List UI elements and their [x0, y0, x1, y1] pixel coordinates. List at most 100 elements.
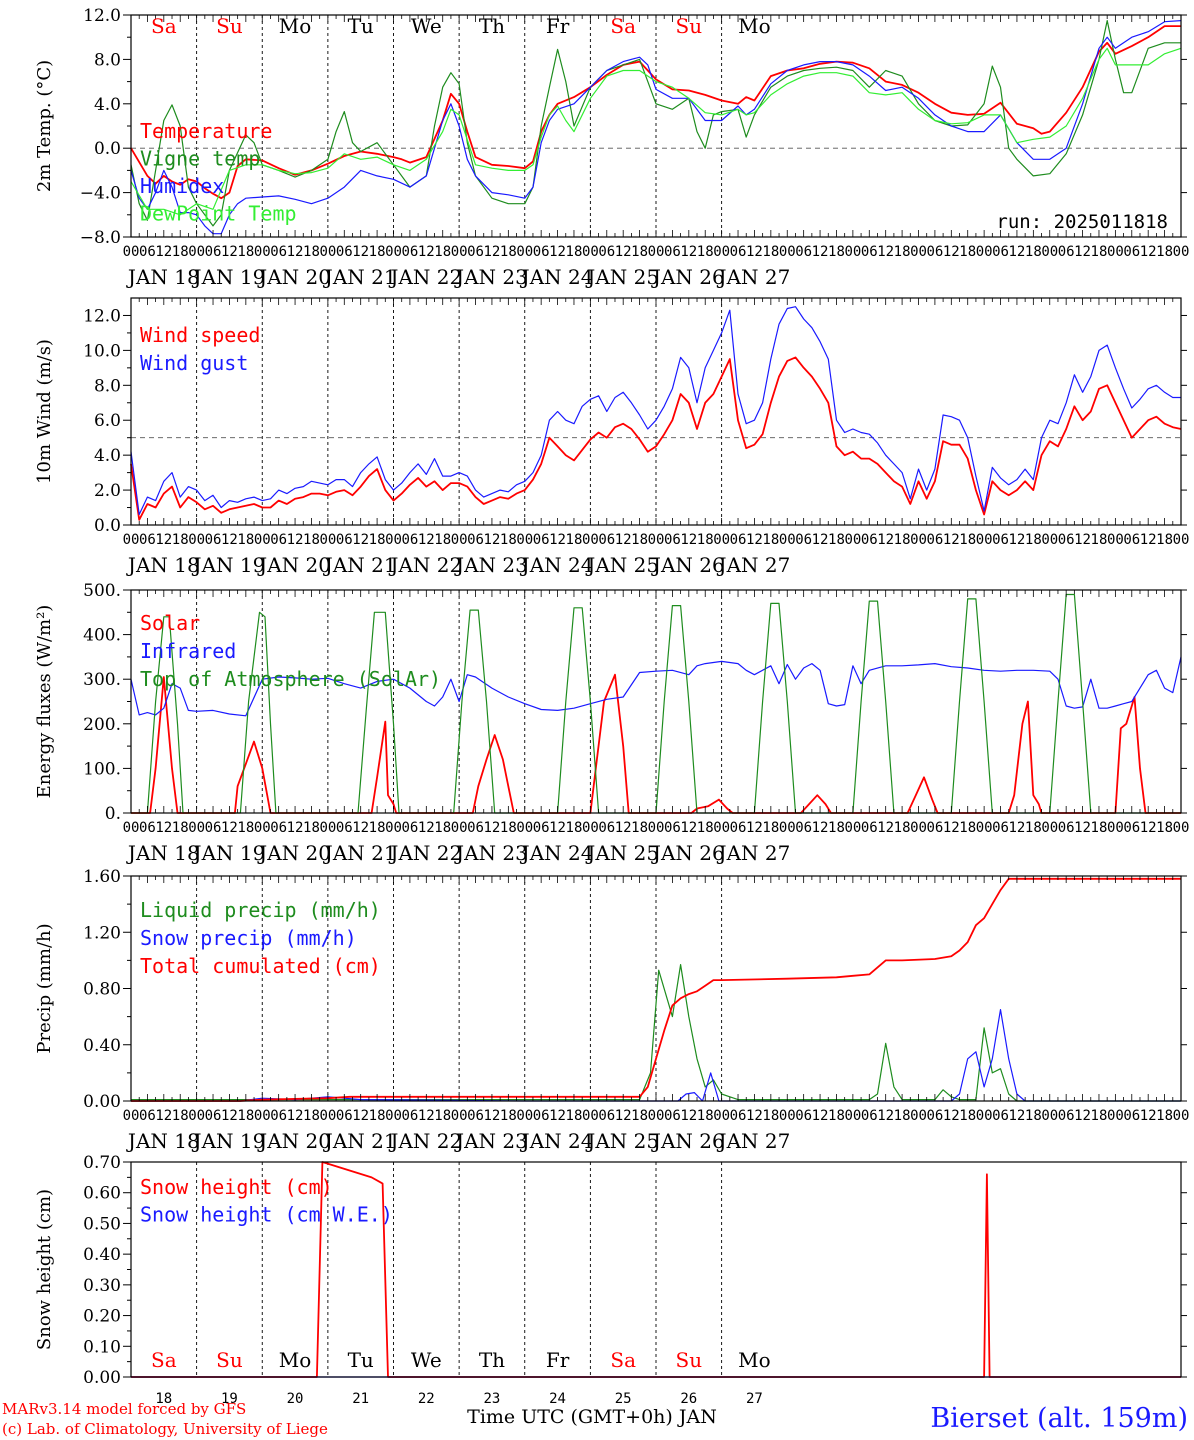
- hour-tick-label: 18: [959, 244, 976, 260]
- weekday-label-top: Su: [216, 14, 243, 38]
- y-tick-label: 500.: [83, 581, 121, 601]
- hour-tick-label: 06: [1123, 1108, 1140, 1124]
- hour-tick-label: 12: [615, 532, 632, 548]
- hour-tick-label: 12: [418, 1108, 435, 1124]
- weekday-label-bottom: Tu: [348, 1348, 374, 1372]
- hour-tick-label: 00: [1173, 820, 1190, 836]
- hour-tick-label: 00: [1107, 1108, 1124, 1124]
- date-label: JAN 21: [323, 841, 397, 865]
- hour-tick-label: 12: [680, 820, 697, 836]
- hour-tick-label: 18: [1091, 532, 1108, 548]
- energy-panel: 0. 100. 200. 300. 400. 500. Energy fluxes (W/m…: [34, 581, 1189, 865]
- hour-tick-label: 18: [894, 1108, 911, 1124]
- hour-tick-label: 06: [926, 532, 943, 548]
- hour-tick-label: 12: [746, 820, 763, 836]
- hour-tick-label: 18: [369, 244, 386, 260]
- hour-tick-label: 12: [877, 244, 894, 260]
- date-label: JAN 20: [257, 1129, 331, 1153]
- date-label: JAN 22: [388, 265, 462, 289]
- weekday-label-bottom: Su: [216, 1348, 243, 1372]
- hour-tick-label: 18: [434, 532, 451, 548]
- hour-tick-label: 12: [352, 820, 369, 836]
- hour-tick-label: 18: [500, 244, 517, 260]
- hour-tick-label: 06: [861, 1108, 878, 1124]
- y-tick-label: 100.: [83, 759, 121, 779]
- hour-tick-label: 12: [221, 244, 238, 260]
- y-tick-label: 0.0: [94, 516, 121, 536]
- hour-tick-label: 00: [713, 1108, 730, 1124]
- y-tick-label: 0.20: [83, 1307, 121, 1327]
- hour-tick-label: 12: [877, 532, 894, 548]
- hour-tick-label: 06: [533, 1108, 550, 1124]
- hour-tick-label: 18: [828, 532, 845, 548]
- hour-tick-label: 06: [926, 244, 943, 260]
- hour-tick-label: 06: [1123, 244, 1140, 260]
- hour-tick-label: 18: [828, 244, 845, 260]
- hour-tick-label: 12: [484, 244, 501, 260]
- weekday-label-top: Th: [479, 14, 505, 38]
- hour-tick-label: 00: [844, 1108, 861, 1124]
- hour-tick-label: 06: [533, 532, 550, 548]
- hour-tick-label: 18: [959, 532, 976, 548]
- hour-tick-label: 06: [139, 532, 156, 548]
- hour-tick-label: 18: [762, 532, 779, 548]
- hour-tick-label: 18: [303, 532, 320, 548]
- hour-tick-label: 18: [1156, 532, 1173, 548]
- hour-tick-label: 12: [615, 244, 632, 260]
- hour-tick-label: 12: [221, 820, 238, 836]
- hour-tick-label: 06: [795, 820, 812, 836]
- hour-tick-label: 00: [254, 244, 271, 260]
- hour-tick-label: 06: [1058, 1108, 1075, 1124]
- hour-tick-label: 12: [418, 244, 435, 260]
- hour-tick-label: 06: [533, 820, 550, 836]
- hour-tick-label: 00: [516, 820, 533, 836]
- hour-tick-label: 18: [369, 532, 386, 548]
- hour-tick-label: 00: [385, 1108, 402, 1124]
- temp-legend-item: DewPoint Temp: [140, 202, 297, 226]
- hour-tick-label: 00: [976, 244, 993, 260]
- hour-tick-label: 12: [812, 532, 829, 548]
- date-label: JAN 22: [388, 841, 462, 865]
- hour-tick-label: 12: [1009, 532, 1026, 548]
- hour-tick-label: 00: [1041, 820, 1058, 836]
- hour-tick-label: 00: [385, 532, 402, 548]
- hour-tick-label: 00: [582, 244, 599, 260]
- hour-tick-label: 06: [598, 820, 615, 836]
- hour-tick-label: 06: [598, 244, 615, 260]
- date-label: JAN 26: [651, 553, 725, 577]
- day-number-label: 19: [221, 1391, 238, 1407]
- hour-tick-label: 18: [959, 1108, 976, 1124]
- date-label: JAN 21: [323, 265, 397, 289]
- hour-tick-label: 00: [1107, 820, 1124, 836]
- weekday-label-bottom: Mo: [738, 1348, 771, 1372]
- hour-tick-label: 06: [1058, 532, 1075, 548]
- hour-tick-label: 00: [910, 532, 927, 548]
- date-label: JAN 24: [520, 265, 594, 289]
- wind-series-1: [130, 306, 1181, 516]
- hour-tick-label: 12: [1009, 820, 1026, 836]
- date-label: JAN 23: [454, 553, 528, 577]
- hour-tick-label: 18: [566, 820, 583, 836]
- y-tick-label: 0.0: [94, 139, 121, 159]
- hour-tick-label: 00: [976, 532, 993, 548]
- weekday-label-bottom: Sa: [151, 1348, 177, 1372]
- hour-tick-label: 06: [205, 820, 222, 836]
- temp-series-0: [130, 25, 1181, 200]
- hour-tick-label: 06: [336, 1108, 353, 1124]
- hour-tick-label: 06: [401, 532, 418, 548]
- date-label: JAN 26: [651, 841, 725, 865]
- temp-legend-item: Vigne temp: [140, 147, 260, 171]
- hour-tick-label: 12: [418, 820, 435, 836]
- hour-tick-label: 06: [861, 820, 878, 836]
- y-tick-label: 1.60: [83, 867, 121, 887]
- weekday-label-bottom: Su: [676, 1348, 703, 1372]
- hour-tick-label: 06: [1123, 532, 1140, 548]
- temp-legend-item: Temperature: [140, 119, 272, 143]
- hour-tick-label: 06: [467, 1108, 484, 1124]
- hour-tick-label: 12: [155, 820, 172, 836]
- hour-tick-label: 12: [155, 244, 172, 260]
- hour-tick-label: 06: [336, 244, 353, 260]
- hour-tick-label: 06: [598, 532, 615, 548]
- energy-series-0: [131, 673, 1181, 814]
